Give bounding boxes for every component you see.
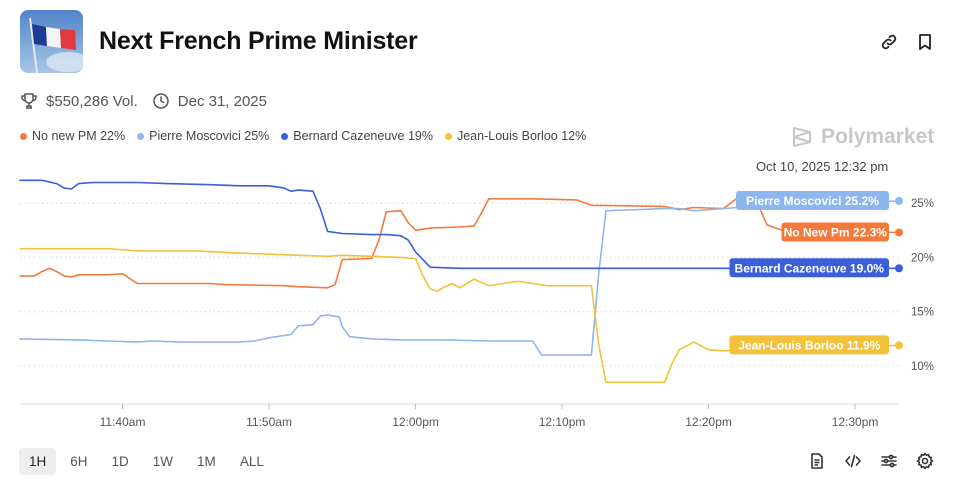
legend-label: No new PM 22% [32, 129, 126, 143]
range-button-1d[interactable]: 1D [111, 454, 129, 469]
volume-text: $550,286 Vol. [46, 92, 138, 110]
y-tick-label: 15% [911, 307, 934, 319]
x-tick-label: 12:20pm [685, 415, 732, 429]
settings-gear-icon[interactable] [916, 452, 934, 470]
series-end-label: No New Pm 22.3% [784, 225, 888, 239]
series-end-dot [895, 228, 903, 237]
x-tick-label: 12:00pm [392, 415, 439, 429]
embed-code-icon[interactable] [844, 452, 862, 470]
series-end-label-bg [729, 258, 889, 278]
trophy-icon [20, 92, 38, 110]
link-icon[interactable] [879, 32, 899, 52]
legend-dot [137, 132, 145, 140]
clock-icon [152, 92, 170, 110]
series-end-label: Jean-Louis Borloo 11.9% [738, 338, 880, 352]
legend-item-moscovici: Pierre Moscovici 25% [137, 129, 269, 143]
brand-name: Polymarket [821, 125, 935, 148]
y-tick-label: 10% [911, 361, 934, 373]
legend-item-no-new-pm: No new PM 22% [20, 129, 125, 143]
range-button-1w[interactable]: 1W [152, 454, 174, 469]
range-button-1m[interactable]: 1M [197, 454, 216, 469]
bookmark-icon[interactable] [915, 32, 935, 52]
y-tick-label: 25% [911, 198, 934, 210]
document-icon[interactable] [808, 452, 826, 470]
series-end-dot [895, 264, 903, 273]
series-end-dot [895, 196, 903, 205]
end-date-text: Dec 31, 2025 [177, 92, 267, 110]
filter-sliders-icon[interactable] [880, 452, 898, 470]
market-meta: $550,286 Vol. Dec 31, 2025 [20, 90, 267, 112]
polymarket-logo-icon [793, 127, 811, 147]
legend-item-cazeneuve: Bernard Cazeneuve 19% [281, 129, 433, 143]
range-button-all[interactable]: ALL [239, 454, 264, 469]
x-tick-label: 11:50am [246, 415, 292, 429]
series-end-label-bg [729, 335, 889, 355]
legend-item-borloo: Jean-Louis Borloo 12% [444, 129, 587, 143]
series-end-label-bg [736, 190, 889, 210]
polymarket-watermark: Polymarket [791, 125, 934, 149]
series-line-1 [19, 200, 900, 356]
market-thumbnail [20, 10, 83, 73]
x-tick-label: 12:10pm [539, 415, 586, 429]
x-tick-label: 11:40am [100, 415, 146, 429]
page-title: Next French Prime Minister [99, 27, 418, 55]
series-line-2 [19, 179, 900, 270]
legend-dot [20, 132, 27, 140]
time-range-selector: 1H 6H 1D 1W 1M ALL [19, 448, 278, 475]
y-tick-label: 20% [911, 252, 934, 264]
range-button-6h[interactable]: 6H [70, 454, 88, 469]
series-end-label: Bernard Cazeneuve 19.0% [735, 261, 885, 275]
series-end-label: Pierre Moscovici 25.2% [746, 194, 879, 208]
x-tick-label: 12:30pm [832, 415, 879, 429]
series-line-3 [19, 247, 900, 384]
legend-label: Bernard Cazeneuve 19% [293, 129, 433, 143]
range-button-1h[interactable]: 1H [19, 448, 57, 475]
legend-dot [444, 132, 452, 140]
hover-timestamp: Oct 10, 2025 12:32 pm [756, 159, 889, 174]
series-line-0 [19, 191, 900, 289]
chart-legend: No new PM 22% Pierre Moscovici 25% Berna… [20, 129, 598, 143]
legend-label: Pierre Moscovici 25% [149, 129, 270, 143]
series-end-label-bg [781, 222, 889, 242]
legend-label: Jean-Louis Borloo 12% [456, 129, 587, 143]
series-end-dot [895, 341, 903, 350]
legend-dot [281, 132, 289, 140]
